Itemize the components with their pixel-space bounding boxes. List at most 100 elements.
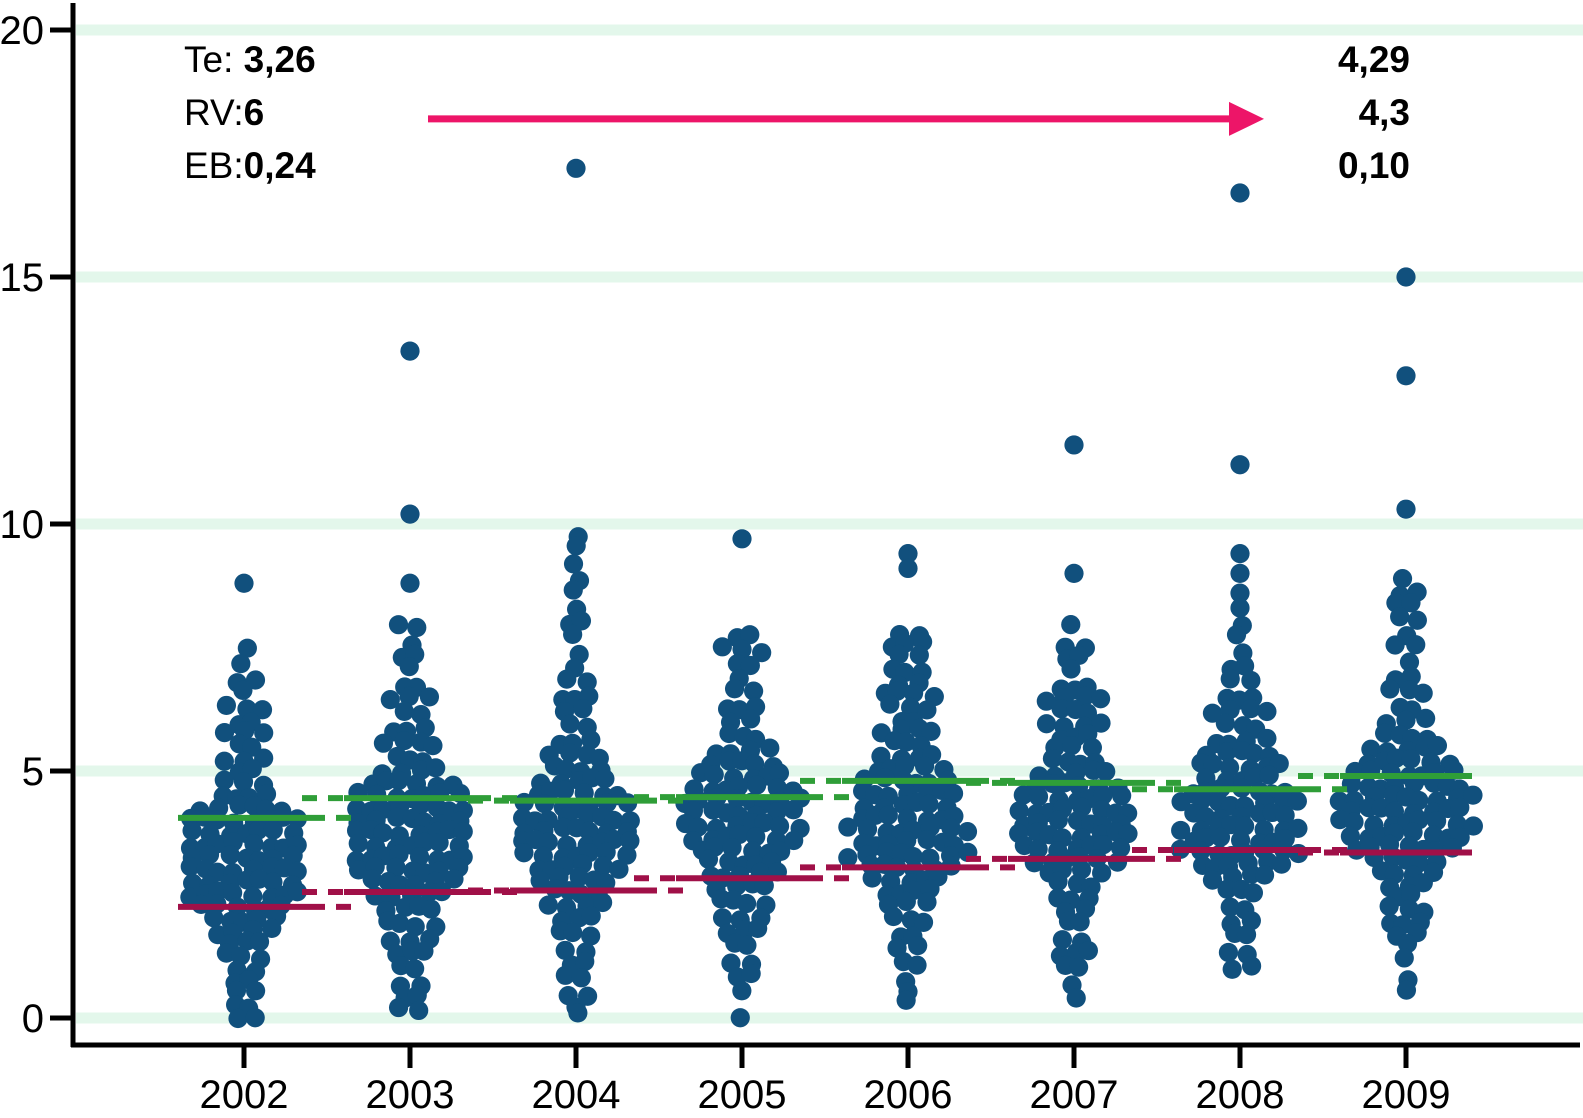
- data-dot: [1061, 615, 1081, 635]
- data-dot: [1463, 785, 1483, 805]
- data-dot: [1070, 912, 1090, 932]
- data-dot: [388, 997, 409, 1018]
- data-dot: [917, 700, 937, 720]
- data-dot: [1241, 699, 1261, 719]
- data-dot: [741, 709, 761, 729]
- data-dot: [1390, 607, 1410, 627]
- stat-value-eb-2009: 0,10: [1337, 145, 1410, 186]
- data-dot: [1243, 883, 1264, 903]
- data-dot: [914, 756, 935, 776]
- data-dot: [921, 721, 941, 741]
- y-tick-label: 10: [0, 503, 44, 547]
- data-dot: [1271, 854, 1292, 874]
- data-dot: [1375, 723, 1395, 743]
- data-dot: [571, 611, 592, 631]
- data-dot: [245, 1008, 265, 1028]
- data-dot: [1210, 827, 1231, 847]
- data-dot: [1075, 686, 1095, 706]
- data-dot: [1171, 820, 1191, 841]
- data-dot: [555, 940, 575, 961]
- outlier-dot: [1396, 366, 1416, 386]
- year-label: 2003: [366, 1073, 455, 1117]
- data-dot: [1215, 713, 1235, 733]
- data-dot: [1392, 569, 1413, 589]
- outlier-dot: [400, 504, 420, 524]
- stats-annotation-left: Te: 3,26 RV:6 EB:0,24: [184, 33, 316, 192]
- data-dot: [409, 846, 430, 867]
- y-tick-label: 20: [0, 9, 44, 53]
- data-dot: [394, 731, 414, 751]
- data-dot: [1397, 933, 1418, 954]
- data-dot: [1236, 924, 1257, 945]
- data-dot: [880, 694, 900, 714]
- data-dot: [1226, 625, 1247, 645]
- data-dot: [617, 845, 637, 865]
- stat-label-rv: RV:: [184, 92, 244, 133]
- data-dot: [748, 918, 768, 939]
- data-dot: [1042, 748, 1063, 769]
- data-dot: [1399, 899, 1419, 919]
- data-dot: [348, 833, 368, 854]
- data-dot: [746, 827, 766, 847]
- data-dot: [399, 657, 419, 677]
- data-dot: [1385, 635, 1405, 655]
- data-dot: [534, 794, 555, 814]
- data-dot: [1413, 873, 1433, 893]
- data-dot: [555, 965, 575, 985]
- year-label: 2007: [1030, 1073, 1119, 1117]
- data-dot: [1394, 948, 1414, 968]
- data-dot: [394, 701, 414, 722]
- data-dot: [593, 892, 613, 913]
- data-dot: [917, 829, 937, 850]
- data-dot: [903, 847, 923, 867]
- data-dot: [563, 624, 583, 645]
- data-dot: [563, 580, 583, 600]
- year-label: 2008: [1196, 1073, 1285, 1117]
- data-dot: [388, 771, 409, 791]
- data-dot: [563, 554, 584, 574]
- data-dot: [409, 1000, 429, 1021]
- data-dot: [581, 926, 601, 946]
- outlier-dot: [234, 573, 254, 593]
- data-dot: [419, 687, 440, 707]
- data-dot: [1069, 957, 1089, 977]
- data-dot: [595, 769, 615, 789]
- data-dot: [1384, 801, 1405, 821]
- data-dot: [730, 1008, 750, 1028]
- data-dot: [1217, 879, 1237, 899]
- data-dot: [249, 932, 270, 952]
- data-dot: [783, 800, 803, 820]
- data-dot: [182, 821, 202, 841]
- trend-arrow-head: [1229, 101, 1264, 136]
- data-dot: [1171, 792, 1191, 812]
- data-dot: [1220, 669, 1240, 689]
- data-dot: [229, 795, 249, 815]
- data-dot: [423, 736, 443, 756]
- data-dot: [530, 870, 550, 891]
- data-dot: [737, 935, 757, 955]
- outlier-dot: [1230, 563, 1250, 584]
- data-dot: [1091, 713, 1111, 733]
- data-dot: [566, 536, 586, 556]
- data-dot: [1202, 703, 1223, 723]
- data-dot: [1091, 689, 1111, 709]
- outlier-dot: [1230, 455, 1250, 475]
- data-dot: [1203, 754, 1223, 774]
- data-dot: [573, 699, 593, 719]
- data-dot: [1218, 942, 1239, 963]
- data-dot: [216, 943, 236, 963]
- data-dot: [560, 714, 580, 734]
- data-dot: [732, 981, 752, 1001]
- data-dot: [1396, 710, 1416, 730]
- data-dot: [1275, 805, 1295, 825]
- data-dot: [429, 832, 449, 853]
- data-dot: [903, 683, 924, 703]
- data-dot: [228, 1008, 248, 1029]
- data-dot: [919, 794, 939, 814]
- data-dot: [620, 831, 640, 851]
- data-dot: [1386, 748, 1406, 768]
- data-dot: [1217, 742, 1237, 762]
- data-dot: [256, 784, 277, 804]
- stat-value-rv-2009: 4,3: [1358, 92, 1410, 133]
- data-dot: [1062, 735, 1082, 756]
